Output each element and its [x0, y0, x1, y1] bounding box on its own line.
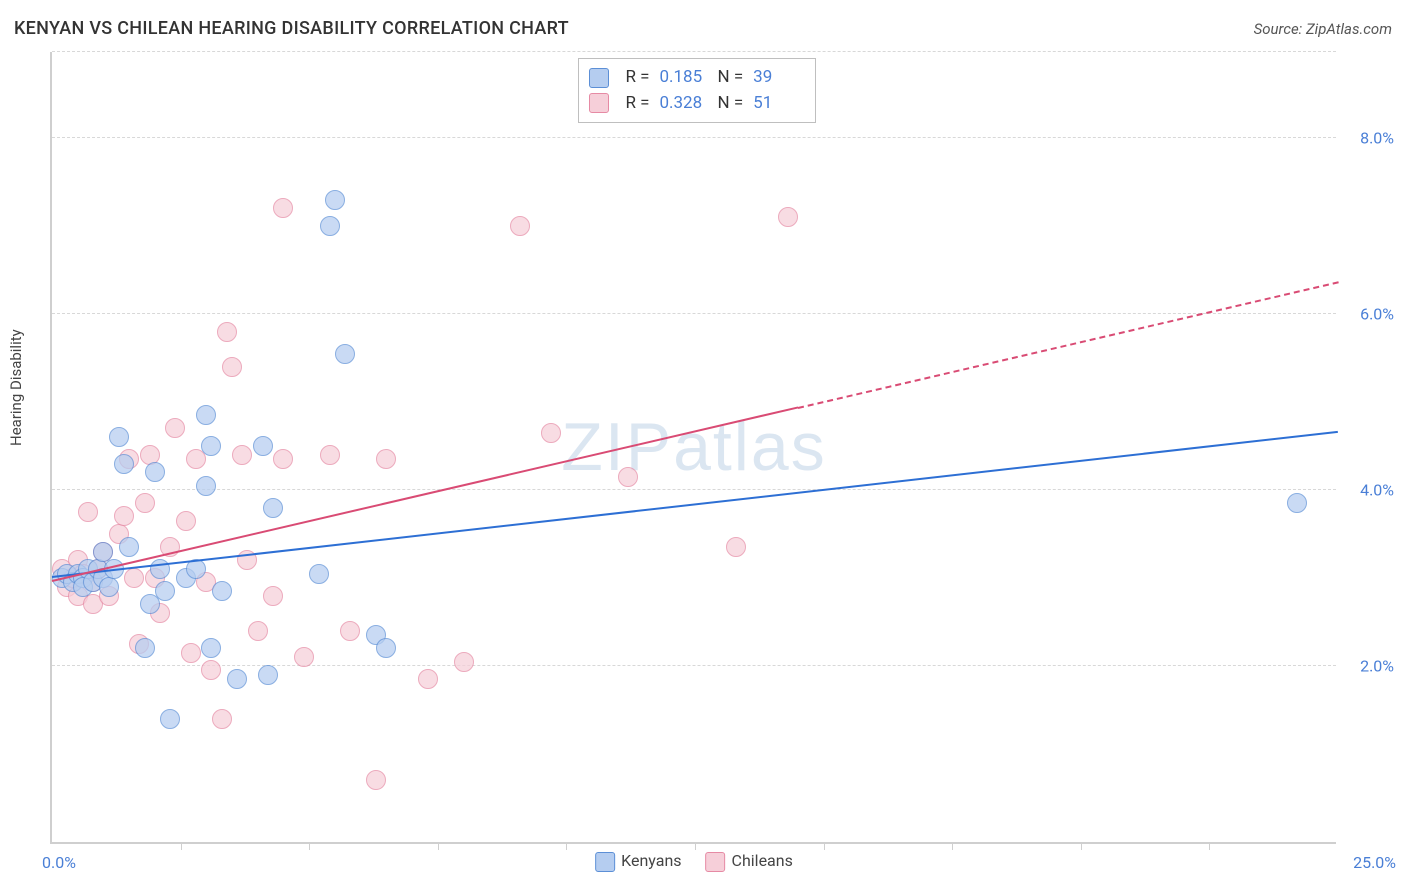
data-point-kenyan — [160, 709, 180, 729]
data-point-chilean — [232, 445, 252, 465]
x-tick — [181, 842, 182, 850]
x-tick — [309, 842, 310, 850]
legend-item-chileans: Chileans — [706, 851, 793, 872]
data-point-chilean — [778, 207, 798, 227]
data-point-kenyan — [196, 405, 216, 425]
x-min-label: 0.0% — [42, 853, 76, 872]
data-point-chilean — [263, 586, 283, 606]
r-value: 0.185 — [659, 65, 707, 91]
gridline-h — [52, 313, 1336, 314]
data-point-chilean — [366, 770, 386, 790]
x-tick — [1209, 842, 1210, 850]
x-max-label: 25.0% — [1353, 853, 1396, 872]
data-point-kenyan — [201, 436, 221, 456]
data-point-kenyan — [258, 665, 278, 685]
data-point-chilean — [217, 322, 237, 342]
gridline-h — [52, 665, 1336, 666]
legend-label: Kenyans — [621, 851, 681, 870]
legend-item-kenyans: Kenyans — [595, 851, 681, 872]
data-point-kenyan — [325, 190, 345, 210]
data-point-chilean — [114, 506, 134, 526]
watermark: ZIPatlas — [561, 408, 826, 486]
data-point-kenyan — [99, 577, 119, 597]
trendline-chilean — [52, 407, 798, 582]
data-point-chilean — [222, 357, 242, 377]
data-point-kenyan — [145, 462, 165, 482]
r-value: 0.328 — [659, 91, 707, 117]
y-tick-label: 4.0% — [1360, 481, 1394, 500]
data-point-chilean — [273, 198, 293, 218]
data-point-chilean — [135, 493, 155, 513]
gridline-h — [52, 51, 1336, 52]
data-point-kenyan — [212, 581, 232, 601]
chart-title: KENYAN VS CHILEAN HEARING DISABILITY COR… — [14, 18, 569, 39]
data-point-kenyan — [227, 669, 247, 689]
data-point-chilean — [181, 643, 201, 663]
data-point-chilean — [454, 652, 474, 672]
stats-row-kenyans: R =0.185N =39 — [589, 65, 801, 91]
n-value: 51 — [753, 91, 801, 117]
source-label: Source: ZipAtlas.com — [1254, 20, 1392, 38]
legend-label: Chileans — [732, 851, 793, 870]
data-point-kenyan — [114, 454, 134, 474]
data-point-chilean — [541, 423, 561, 443]
legend-swatch-kenyans — [595, 852, 615, 872]
x-tick — [438, 842, 439, 850]
x-tick — [952, 842, 953, 850]
data-point-chilean — [320, 445, 340, 465]
data-point-chilean — [273, 449, 293, 469]
x-tick — [1081, 842, 1082, 850]
data-point-chilean — [78, 502, 98, 522]
data-point-kenyan — [201, 638, 221, 658]
gridline-h — [52, 489, 1336, 490]
n-value: 39 — [753, 65, 801, 91]
series-legend: Kenyans Chileans — [595, 851, 793, 872]
data-point-kenyan — [1287, 493, 1307, 513]
x-tick — [824, 842, 825, 850]
data-point-chilean — [248, 621, 268, 641]
stats-row-chileans: R =0.328N =51 — [589, 91, 801, 117]
data-point-kenyan — [335, 344, 355, 364]
chart-plot-area: ZIPatlas 2.0%4.0%6.0%8.0%0.0%25.0%R =0.1… — [50, 52, 1336, 844]
y-tick-label: 8.0% — [1360, 129, 1394, 148]
data-point-kenyan — [196, 476, 216, 496]
data-point-chilean — [212, 709, 232, 729]
stats-legend-box: R =0.185N =39R =0.328N =51 — [578, 58, 816, 123]
data-point-chilean — [376, 449, 396, 469]
data-point-chilean — [294, 647, 314, 667]
x-tick — [566, 842, 567, 850]
legend-swatch-kenyans — [589, 68, 609, 88]
data-point-chilean — [176, 511, 196, 531]
trendline-chilean-extrapolated — [798, 281, 1339, 409]
data-point-kenyan — [109, 427, 129, 447]
data-point-kenyan — [309, 564, 329, 584]
y-tick-label: 6.0% — [1360, 305, 1394, 324]
data-point-chilean — [340, 621, 360, 641]
data-point-kenyan — [253, 436, 273, 456]
data-point-chilean — [418, 669, 438, 689]
data-point-chilean — [510, 216, 530, 236]
data-point-chilean — [726, 537, 746, 557]
y-axis-label: Hearing Disability — [7, 329, 25, 446]
legend-swatch-chileans — [589, 93, 609, 113]
x-tick — [695, 842, 696, 850]
data-point-chilean — [618, 467, 638, 487]
data-point-kenyan — [263, 498, 283, 518]
data-point-kenyan — [135, 638, 155, 658]
data-point-kenyan — [119, 537, 139, 557]
data-point-chilean — [165, 418, 185, 438]
y-tick-label: 2.0% — [1360, 657, 1394, 676]
data-point-chilean — [201, 660, 221, 680]
data-point-kenyan — [320, 216, 340, 236]
data-point-chilean — [124, 568, 144, 588]
data-point-kenyan — [155, 581, 175, 601]
gridline-h — [52, 137, 1336, 138]
legend-swatch-chileans — [706, 852, 726, 872]
data-point-kenyan — [376, 638, 396, 658]
